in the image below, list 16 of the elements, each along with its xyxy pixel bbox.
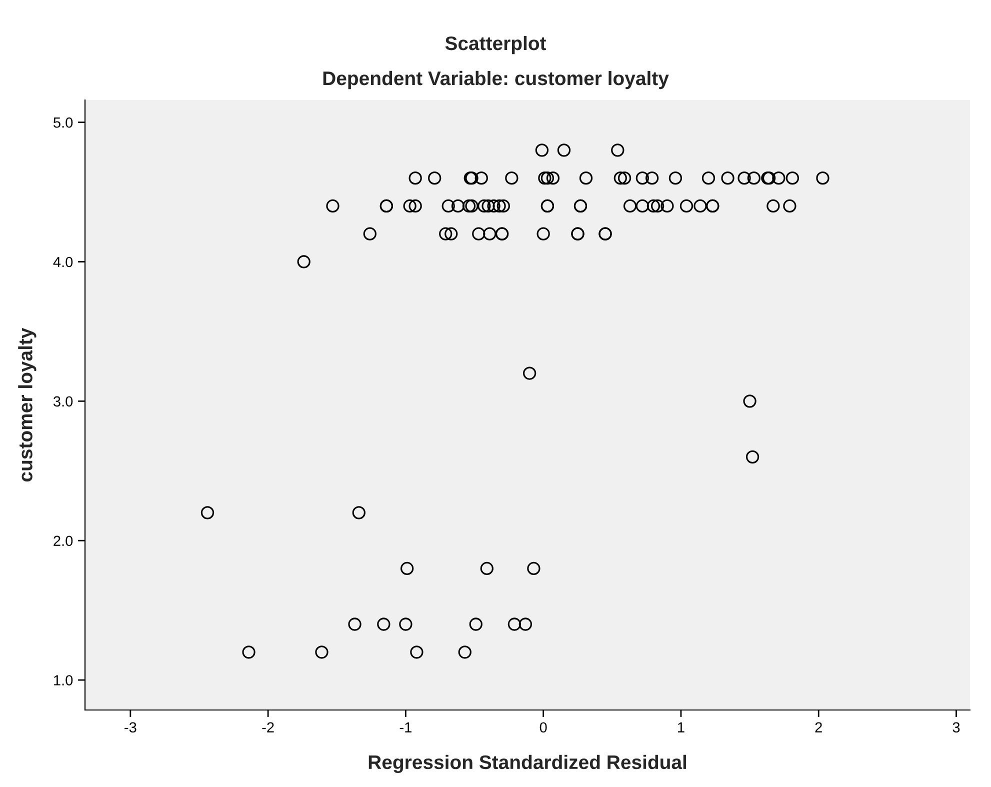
y-tick-label: 5.0: [54, 117, 73, 128]
y-axis-title: customer loyalty: [18, 328, 36, 482]
x-tick-label: 0: [540, 722, 547, 733]
y-tick-label: 2.0: [54, 536, 73, 546]
x-tick-label: -2: [262, 722, 274, 732]
x-axis-title: Regression Standardized Residual: [368, 754, 686, 774]
x-tick-label: -1: [400, 722, 412, 732]
y-tick-label: 1.0: [54, 675, 73, 686]
y-tick-label: 4.0: [53, 256, 73, 268]
y-tick-label: 3.0: [53, 396, 73, 407]
x-tick-label: 3: [952, 722, 960, 733]
chart-subtitle: Dependent Variable: customer loyalty: [323, 70, 669, 90]
x-tick-label: -3: [124, 722, 136, 733]
chart-title: Scatterplot: [445, 36, 546, 54]
x-tick-label: 1: [678, 722, 684, 732]
x-tick-label: 2: [815, 722, 822, 732]
